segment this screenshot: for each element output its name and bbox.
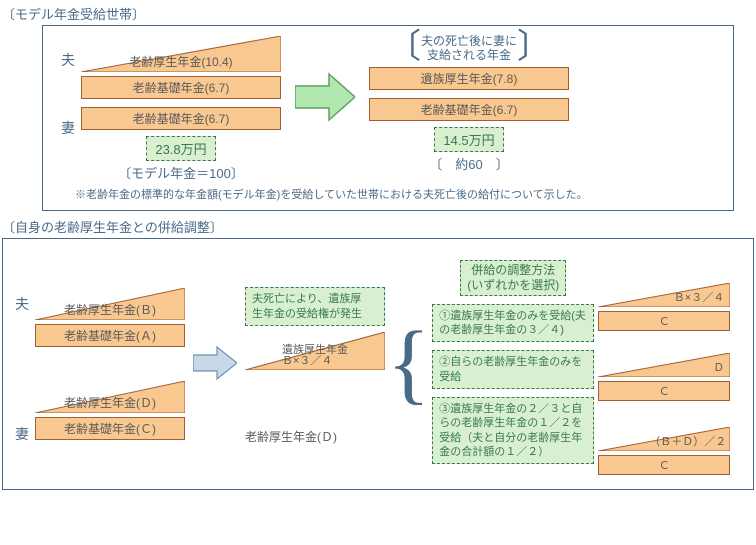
section2-panel: 夫 妻 老齢厚生年金(Ｂ) 老齢基礎年金(Ａ) 老齢厚生年金(Ｄ) 老齢基礎年金… bbox=[2, 238, 754, 490]
curly-bracket-icon: { bbox=[385, 328, 432, 400]
s2-mid-note: 夫死亡により、遺族厚 生年金の受給権が発生 bbox=[245, 287, 385, 326]
s2-wife-tri-label: 老齢厚生年金(Ｄ) bbox=[64, 394, 156, 411]
s2-husband-bar: 老齢基礎年金(Ａ) bbox=[35, 324, 185, 347]
s1-left-tri-label: 老齢厚生年金(10.4) bbox=[129, 53, 232, 70]
s1-right-bar1: 遺族厚生年金(7.8) bbox=[369, 67, 569, 90]
s1-left-bar1: 老齢基礎年金(6.7) bbox=[81, 76, 281, 99]
s1-left-bar2: 老齢基礎年金(6.7) bbox=[81, 107, 281, 130]
option-3: ③遺族厚生年金の２／３と自らの老齢厚生年金の１／２を受給（夫と自分の老齢厚生年金… bbox=[432, 397, 594, 464]
result-stack-2: Ｄ Ｃ bbox=[598, 351, 730, 403]
s2-husband-tri: 老齢厚生年金(Ｂ) bbox=[35, 288, 185, 320]
option-2: ②自らの老齢厚生年金のみを受給 bbox=[432, 350, 594, 389]
section1-title: 〔モデル年金受給世帯〕 bbox=[2, 4, 754, 23]
section1-panel: 夫 妻 老齢厚生年金(10.4) 老齢基礎年金(6.7) 老齢基礎年金(6.7)… bbox=[42, 25, 734, 211]
s1-left-amount: 23.8万円 bbox=[146, 136, 215, 161]
option-1: ①遺族厚生年金のみを受給(夫の老齢厚生年金の３／４) bbox=[432, 304, 594, 343]
s1-right-top-bracket: 〔 夫の死亡後に妻に 支給される年金 〕 bbox=[369, 34, 569, 63]
s2-mid-tri: 遺族厚生年金 Ｂ×３／４ bbox=[245, 332, 385, 370]
s2-wife-bar: 老齢基礎年金(Ｃ) bbox=[35, 417, 185, 440]
arrow-icon-2 bbox=[185, 345, 245, 384]
s1-left-triangle: 老齢厚生年金(10.4) bbox=[81, 36, 281, 72]
s1-right-top-l1: 夫の死亡後に妻に bbox=[421, 34, 517, 48]
result-stack-3: （Ｂ＋Ｄ）／２ Ｃ bbox=[598, 425, 730, 477]
arrow-icon-1 bbox=[281, 72, 369, 125]
husband-label-2: 夫 bbox=[9, 294, 35, 314]
s2-mid-tri-top: 遺族厚生年金 bbox=[282, 344, 348, 356]
s1-left-bracket: 〔モデル年金＝100〕 bbox=[81, 163, 281, 182]
husband-label-1: 夫 bbox=[55, 50, 81, 70]
wife-label-1: 妻 bbox=[55, 118, 81, 138]
s1-right-amount: 14.5万円 bbox=[434, 127, 503, 152]
s2-mid-bottom-label: 老齢厚生年金(Ｄ) bbox=[245, 428, 385, 445]
s2-mid-tri-bot: Ｂ×３／４ bbox=[282, 355, 332, 367]
options-header: 併給の調整方法 (いずれかを選択) bbox=[460, 260, 566, 296]
s1-note: ※老齢年金の標準的な年金額(モデル年金)を受給していた世帯における夫死亡後の給付… bbox=[75, 186, 721, 202]
result-stack-1: Ｂ×３／４ Ｃ bbox=[598, 281, 730, 333]
s1-right-bar2: 老齢基礎年金(6.7) bbox=[369, 98, 569, 121]
s1-right-top-l2: 支給される年金 bbox=[427, 48, 511, 62]
section2-title: 〔自身の老齢厚生年金との併給調整〕 bbox=[2, 217, 754, 236]
s1-right-bracket: 〔 約60 〕 bbox=[369, 154, 569, 173]
s2-wife-tri: 老齢厚生年金(Ｄ) bbox=[35, 381, 185, 413]
s2-husband-tri-label: 老齢厚生年金(Ｂ) bbox=[64, 301, 156, 318]
wife-label-2: 妻 bbox=[9, 424, 35, 444]
